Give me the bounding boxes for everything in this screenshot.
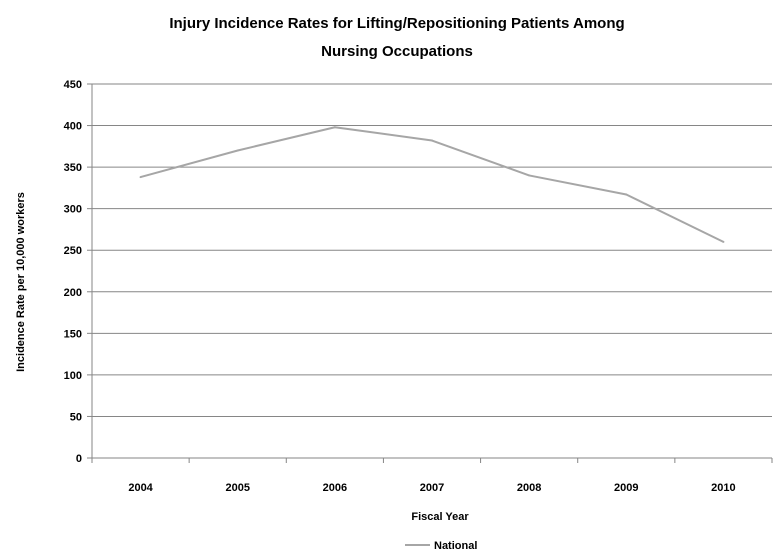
x-tick-label: 2010	[711, 482, 735, 494]
data-point	[236, 149, 239, 152]
x-tick-label: 2009	[614, 482, 638, 494]
chart-title-line-2: Nursing Occupations	[321, 43, 473, 60]
y-tick-label: 150	[64, 328, 82, 340]
gridlines	[92, 83, 772, 417]
x-axis-title: Fiscal Year	[411, 511, 469, 523]
y-axis-title: Incidence Rate per 10,000 workers	[15, 192, 27, 372]
y-tick-label: 250	[64, 245, 82, 257]
x-tick-label: 2007	[420, 482, 444, 494]
x-axis-ticks: 2004 2005 2006 2007 2008 2009 2010	[91, 458, 773, 494]
series-line-national	[140, 126, 724, 243]
data-point	[722, 240, 725, 243]
y-tick-label: 450	[64, 79, 82, 91]
data-point	[139, 176, 142, 179]
series-lines	[139, 126, 725, 243]
y-tick-label: 50	[70, 411, 82, 423]
data-point	[528, 174, 531, 177]
legend-label-national: National	[434, 540, 477, 552]
data-point	[625, 193, 628, 196]
y-tick-label: 0	[76, 453, 82, 465]
data-point	[333, 126, 336, 129]
legend: National	[405, 540, 477, 552]
x-tick-label: 2006	[323, 482, 347, 494]
data-point	[431, 139, 433, 142]
x-tick-label: 2004	[128, 482, 153, 494]
y-tick-label: 300	[64, 204, 82, 216]
y-tick-label: 400	[64, 121, 82, 133]
y-axis-ticks: 0 50 100 150 200 250 300 350 400 450	[64, 79, 92, 465]
y-tick-label: 350	[64, 162, 82, 174]
y-tick-label: 100	[64, 370, 82, 382]
x-tick-label: 2008	[517, 482, 541, 494]
x-tick-label: 2005	[225, 482, 249, 494]
chart-title-line-1: Injury Incidence Rates for Lifting/Repos…	[169, 15, 624, 32]
y-tick-label: 200	[64, 287, 82, 299]
